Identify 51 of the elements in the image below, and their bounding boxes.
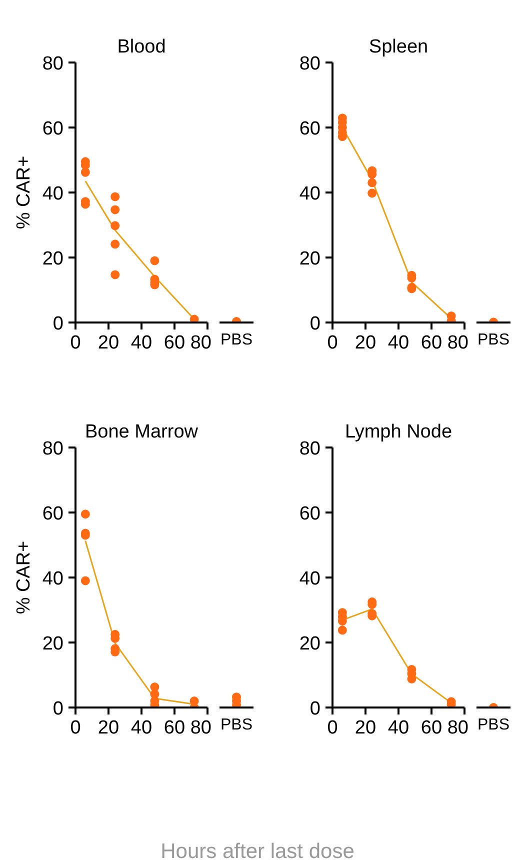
y-axis-title: % CAR+: [13, 540, 34, 614]
y-tick-label: 0: [310, 698, 321, 720]
y-tick-label: 60: [299, 118, 321, 140]
x-tick-label: 20: [354, 332, 376, 354]
x-tick-label: 20: [98, 718, 120, 738]
y-tick-label: 80: [299, 438, 321, 460]
y-tick-label: 20: [299, 248, 321, 270]
y-tick-label: 20: [299, 634, 321, 654]
chart-title: Blood: [117, 36, 166, 58]
x-tick-label: 0: [327, 332, 338, 354]
x-tick-label: 80: [447, 718, 469, 738]
y-tick-label: 40: [299, 568, 321, 590]
x-tick-label: 40: [388, 332, 410, 354]
y-tick-label: 80: [42, 438, 64, 460]
y-tick-label: 20: [42, 248, 64, 270]
y-tick-label: 60: [299, 504, 321, 524]
x-tick-label: 60: [420, 718, 442, 738]
x-tick-label: 0: [70, 718, 81, 738]
chart-title: Lymph Node: [344, 422, 452, 442]
y-tick-label: 40: [299, 184, 321, 204]
x-tick-label: PBS: [220, 332, 253, 348]
y-tick-label: 40: [42, 184, 64, 204]
y-tick-label: 60: [42, 118, 64, 140]
x-tick-label: 0: [70, 332, 81, 354]
x-tick-label: 60: [164, 332, 186, 354]
x-tick-label: 20: [98, 332, 120, 354]
x-tick-label: 40: [130, 332, 152, 354]
y-tick-label: 0: [52, 314, 64, 334]
y-tick-label: 80: [299, 54, 321, 74]
x-tick-label: PBS: [220, 716, 253, 734]
x-tick-label: PBS: [477, 332, 510, 348]
y-tick-label: 0: [52, 698, 64, 720]
x-tick-label: 40: [388, 718, 410, 738]
x-tick-label: 80: [447, 332, 469, 354]
x-tick-label: 80: [190, 332, 212, 354]
x-axis-title: Hours after last dose: [160, 840, 354, 863]
x-tick-label: PBS: [477, 716, 510, 734]
y-tick-label: 0: [310, 314, 321, 334]
x-tick-label: 80: [190, 718, 212, 738]
y-axis-title: % CAR+: [13, 156, 34, 230]
x-tick-label: 0: [327, 718, 338, 738]
x-tick-label: 60: [164, 718, 186, 738]
y-tick-label: 20: [42, 634, 64, 654]
x-tick-label: 40: [130, 718, 152, 738]
y-tick-label: 40: [42, 568, 64, 590]
chart-title: Bone Marrow: [85, 422, 198, 442]
chart-title: Spleen: [368, 36, 428, 58]
x-tick-label: 20: [354, 718, 376, 738]
y-tick-label: 80: [42, 54, 64, 74]
x-tick-label: 60: [420, 332, 442, 354]
y-tick-label: 60: [42, 504, 64, 524]
